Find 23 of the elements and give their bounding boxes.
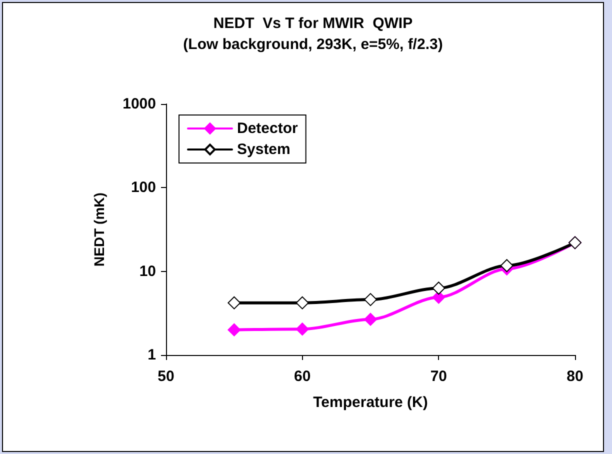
x-tick-label: 50 [158, 368, 174, 385]
y-tick-label: 10 [139, 262, 156, 280]
x-tick-label: 60 [294, 368, 311, 385]
y-axis-title: NEDT (mK) [91, 192, 107, 266]
point [228, 323, 241, 336]
point [296, 296, 309, 310]
x-tick-label: 70 [430, 368, 448, 385]
y-tick-label: 1 [148, 346, 156, 364]
point [500, 259, 514, 272]
x-axis-title: Temperature (K) [313, 394, 428, 411]
point [364, 312, 377, 326]
point [364, 293, 377, 306]
point [296, 322, 309, 336]
chart-title: NEDT Vs T for MWIR QWIP [213, 15, 413, 32]
y-tick-label: 100 [130, 179, 156, 196]
x-tick-label: 80 [566, 368, 584, 385]
point [432, 290, 446, 304]
point [228, 296, 241, 310]
point [432, 282, 446, 295]
chart-subtitle: (Low background, 293K, e=5%, f/2.3) [183, 36, 443, 53]
y-tick-label: 1000 [122, 96, 156, 112]
legend-label: Detector [237, 120, 298, 137]
legend-label: System [237, 141, 290, 158]
